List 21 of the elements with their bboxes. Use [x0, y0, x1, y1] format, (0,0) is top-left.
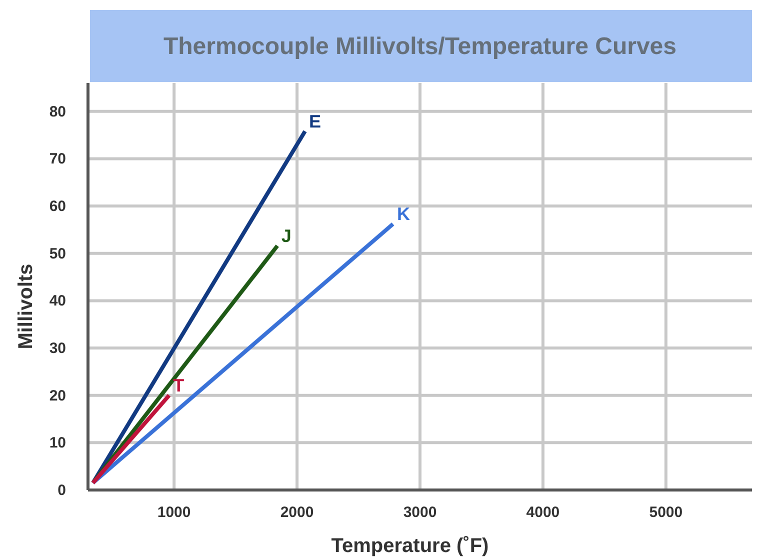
x-tick-label: 3000 [403, 504, 437, 521]
x-axis-title: Temperature (˚F) [331, 535, 489, 557]
y-tick-label: 30 [49, 340, 66, 358]
y-tick-label: 60 [49, 198, 66, 216]
series-label: J [281, 226, 292, 246]
series-label: T [173, 375, 184, 396]
x-tick-label: 5000 [649, 504, 683, 521]
y-tick-label: 80 [49, 103, 66, 120]
series-label: E [309, 111, 322, 132]
y-tick-label: 70 [49, 150, 66, 168]
x-tick-label: 1000 [157, 504, 191, 521]
y-tick-label: 0 [58, 482, 66, 499]
series-label: K [396, 204, 410, 224]
x-tick-label: 2000 [280, 504, 314, 521]
y-tick-label: 50 [49, 245, 66, 262]
y-axis-title: Millivolts [15, 264, 37, 350]
y-tick-label: 40 [49, 292, 66, 310]
y-tick-label: 20 [49, 387, 66, 404]
y-tick-label: 10 [49, 434, 66, 452]
x-tick-label: 4000 [526, 504, 560, 521]
chart-title: Thermocouple Millivolts/Temperature Curves [163, 33, 677, 60]
